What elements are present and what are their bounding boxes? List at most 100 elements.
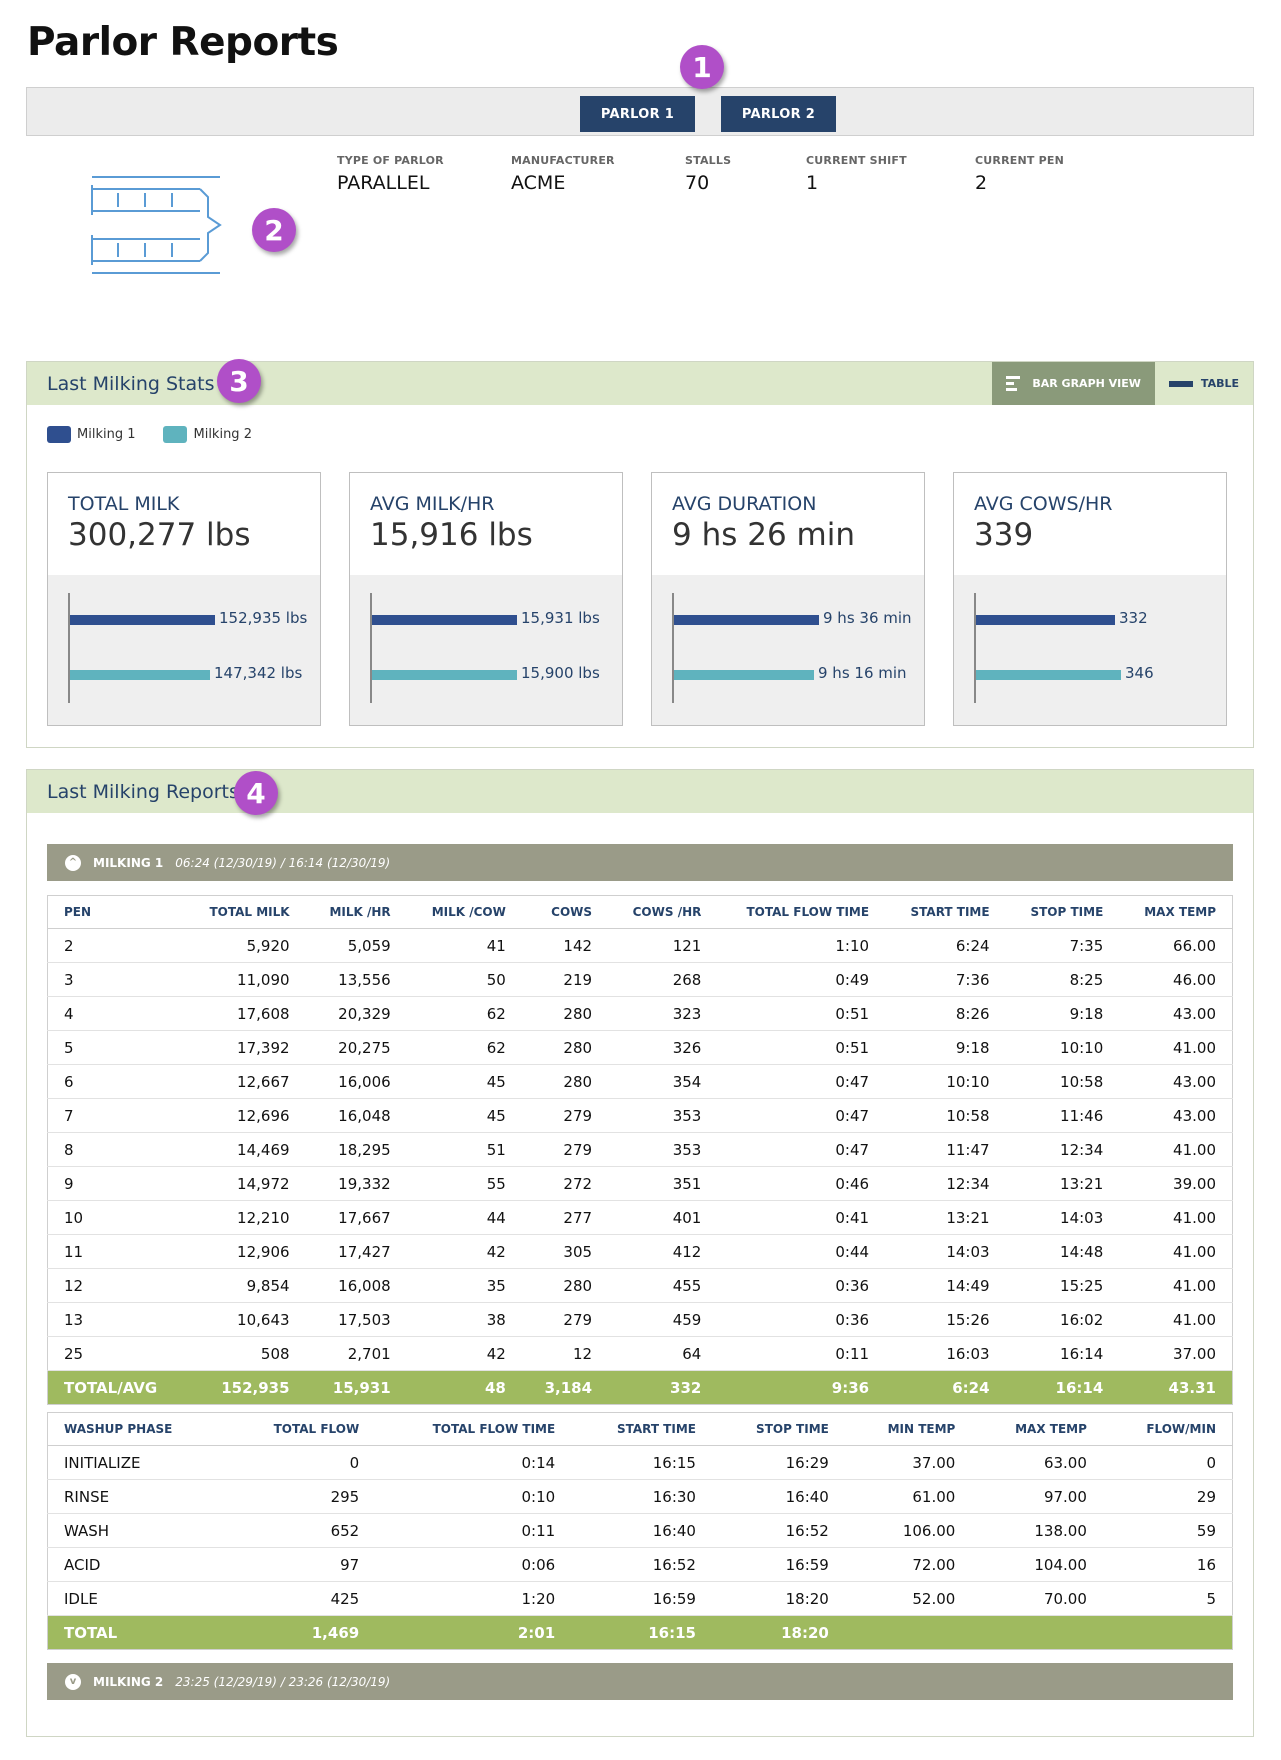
stat-label: AVG MILK/HR (370, 493, 495, 515)
stat-card-avg-duration: AVG DURATION 9 hs 26 min 9 hs 36 min 9 hs 1… (651, 472, 925, 726)
table-cell: 0:44 (717, 1234, 886, 1269)
bar-milking-1 (976, 615, 1115, 625)
bar-milking-2 (674, 670, 814, 680)
table-cell: 45 (406, 1064, 522, 1099)
parlor-2-button[interactable]: PARLOR 2 (721, 96, 836, 132)
table-row: 3 11,090 13,556 50 219 268 0:49 7:36 8:25 46.00 (47, 962, 1233, 997)
table-cell: 412 (608, 1234, 718, 1269)
total-cell: 43.31 (1119, 1370, 1233, 1405)
table-row: 12 9,854 16,008 35 280 455 0:36 14:49 15:25 41.00 (47, 1268, 1233, 1303)
table-cell: 219 (521, 962, 609, 997)
column-header: STOP TIME (1005, 895, 1120, 929)
milking-2-name: MILKING 2 (93, 1674, 164, 1689)
milking-1-group-header[interactable]: ^ MILKING 1 06:24 (12/30/19) / 16:14 (12… (47, 844, 1233, 881)
table-cell: 14:49 (885, 1268, 1006, 1303)
column-header: TOTAL FLOW (226, 1412, 376, 1446)
table-cell: 16:30 (571, 1479, 712, 1514)
column-header: WASHUP PHASE (47, 1412, 227, 1446)
bar-milking-1 (674, 615, 819, 625)
table-cell: 8 (47, 1132, 184, 1167)
table-cell: 10:10 (885, 1064, 1006, 1099)
table-cell: 1:10 (717, 928, 886, 963)
bar-label-milking-2: 147,342 lbs (214, 664, 303, 682)
legend-item-milking-1: Milking 1 (47, 426, 135, 443)
table-cell: 326 (608, 1030, 718, 1065)
table-cell: 9 (47, 1166, 184, 1201)
table-cell: 72.00 (844, 1547, 972, 1582)
table-cell: 16,006 (305, 1064, 407, 1099)
table-cell: 44 (406, 1200, 522, 1235)
table-cell: 14,972 (183, 1166, 306, 1201)
stat-value: 9 hs 26 min (672, 517, 855, 553)
chart-axis (370, 593, 372, 703)
table-cell: 43.00 (1119, 996, 1233, 1031)
table-cell: 16:40 (711, 1479, 845, 1514)
table-cell: 13:21 (885, 1200, 1006, 1235)
table-cell: 12:34 (885, 1166, 1006, 1201)
table-row: 11 12,906 17,427 42 305 412 0:44 14:03 14:48 41.0… (47, 1234, 1233, 1269)
table-cell: 37.00 (844, 1445, 972, 1480)
table-cell: 455 (608, 1268, 718, 1303)
table-cell: 35 (406, 1268, 522, 1303)
table-cell: 280 (521, 1030, 609, 1065)
table-cell: 17,503 (305, 1302, 407, 1337)
bar-label-milking-2: 346 (1125, 664, 1154, 682)
table-cell: 279 (521, 1132, 609, 1167)
table-cell: 279 (521, 1098, 609, 1133)
page-title: Parlor Reports (27, 20, 339, 65)
table-cell: 11:46 (1005, 1098, 1120, 1133)
table-row: 13 10,643 17,503 38 279 459 0:36 15:26 16:02 41.0… (47, 1302, 1233, 1337)
table-cell: 16:03 (885, 1336, 1006, 1371)
table-icon (1168, 380, 1193, 387)
table-cell: 9:18 (1005, 996, 1120, 1031)
table-cell: 11 (47, 1234, 184, 1269)
table-cell: 0:14 (375, 1445, 572, 1480)
table-cell: 0:11 (375, 1513, 572, 1548)
chevron-up-icon[interactable]: ^ (65, 854, 81, 871)
stat-value: 300,277 lbs (68, 517, 251, 553)
table-row: INITIALIZE 0 0:14 16:15 16:29 37.00 63.00 0 (47, 1445, 1233, 1480)
table-cell: 10:58 (1005, 1064, 1120, 1099)
table-cell: 0:36 (717, 1302, 886, 1337)
bar-milking-1 (70, 615, 215, 625)
table-cell: 37.00 (1119, 1336, 1233, 1371)
column-header: TOTAL FLOW TIME (717, 895, 886, 929)
column-header: MAX TEMP (971, 1412, 1103, 1446)
table-cell: 18:20 (711, 1581, 845, 1616)
table-row: 6 12,667 16,006 45 280 354 0:47 10:10 10:58 43.00 (47, 1064, 1233, 1099)
total-cell: 152,935 (183, 1370, 306, 1405)
table-row: IDLE 425 1:20 16:59 18:20 52.00 70.00 5 (47, 1581, 1233, 1616)
table-cell: 10 (47, 1200, 184, 1235)
chart-axis (974, 593, 976, 703)
total-cell: 332 (608, 1370, 718, 1405)
table-cell: 508 (183, 1336, 306, 1371)
parlor-1-button[interactable]: PARLOR 1 (580, 96, 695, 132)
table-cell: 9:18 (885, 1030, 1006, 1065)
total-cell: 15,931 (305, 1370, 407, 1405)
table-cell: 17,667 (305, 1200, 407, 1235)
table-cell: 0:47 (717, 1132, 886, 1167)
table-cell: 14:03 (885, 1234, 1006, 1269)
table-cell: 13:21 (1005, 1166, 1120, 1201)
table-cell: 41.00 (1119, 1234, 1233, 1269)
milking-2-group-header[interactable]: v MILKING 2 23:25 (12/29/19) / 23:26 (12… (47, 1663, 1233, 1700)
table-cell: 0:10 (375, 1479, 572, 1514)
bar-milking-2 (70, 670, 210, 680)
table-cell: 15:26 (885, 1302, 1006, 1337)
column-header: COWS /HR (608, 895, 718, 929)
chart-axis (672, 593, 674, 703)
table-cell: 64 (608, 1336, 718, 1371)
table-total-row: TOTAL/AVG 152,935 15,931 48 3,184 332 9:36 6:24… (47, 1370, 1233, 1405)
column-header: TOTAL MILK (183, 895, 306, 929)
info-value: 70 (685, 172, 710, 194)
stat-value: 15,916 lbs (370, 517, 533, 553)
info-current-pen: CURRENT PEN 2 (975, 154, 1064, 194)
table-cell: 10:58 (885, 1098, 1006, 1133)
table-cell: 16:59 (571, 1581, 712, 1616)
table-cell: 52.00 (844, 1581, 972, 1616)
chart-axis (68, 593, 70, 703)
table-view-button[interactable]: TABLE (1155, 362, 1253, 405)
bar-graph-view-button[interactable]: BAR GRAPH VIEW (992, 362, 1155, 405)
table-cell: 0:36 (717, 1268, 886, 1303)
chevron-down-icon[interactable]: v (65, 1673, 81, 1690)
